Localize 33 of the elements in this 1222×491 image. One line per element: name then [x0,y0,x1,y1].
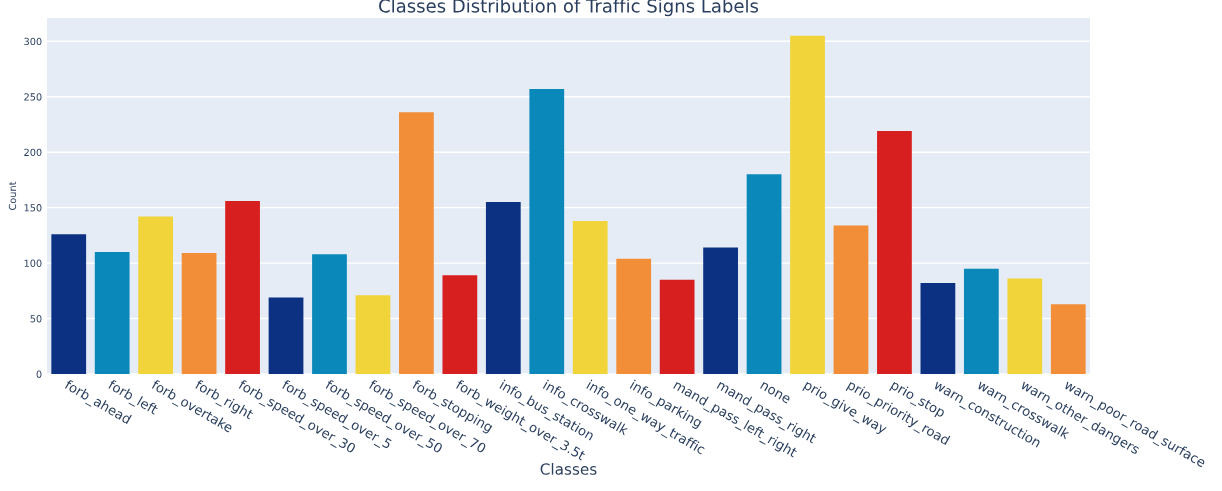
bar [616,258,652,374]
bar [963,268,999,374]
bar [399,112,434,374]
y-tick-label: 150 [24,204,42,212]
bar [225,200,260,374]
bar [312,254,347,374]
bar [920,283,956,374]
bar [94,252,130,374]
bar [703,247,738,374]
bar [746,174,782,374]
y-tick-label: 300 [24,37,42,46]
bar [181,253,217,374]
y-tick-label: 50 [30,315,42,323]
bar [529,88,565,374]
bar [790,35,825,374]
bar [877,131,912,374]
bar [442,275,478,374]
bar [659,279,695,374]
bar [833,225,869,374]
bar [355,295,391,374]
x-axis-title: Classes [540,463,597,475]
bar [1050,304,1086,374]
y-tick-label: 200 [24,148,42,157]
y-axis-title: Count [8,181,17,210]
bar [268,297,304,374]
y-tick-label: 250 [24,93,42,101]
y-tick-label: 0 [36,370,42,378]
bar [485,202,521,374]
bar [51,234,87,374]
bar [138,216,174,374]
y-tick-label: 100 [24,259,42,267]
bar [572,220,608,374]
bar [1007,278,1043,374]
